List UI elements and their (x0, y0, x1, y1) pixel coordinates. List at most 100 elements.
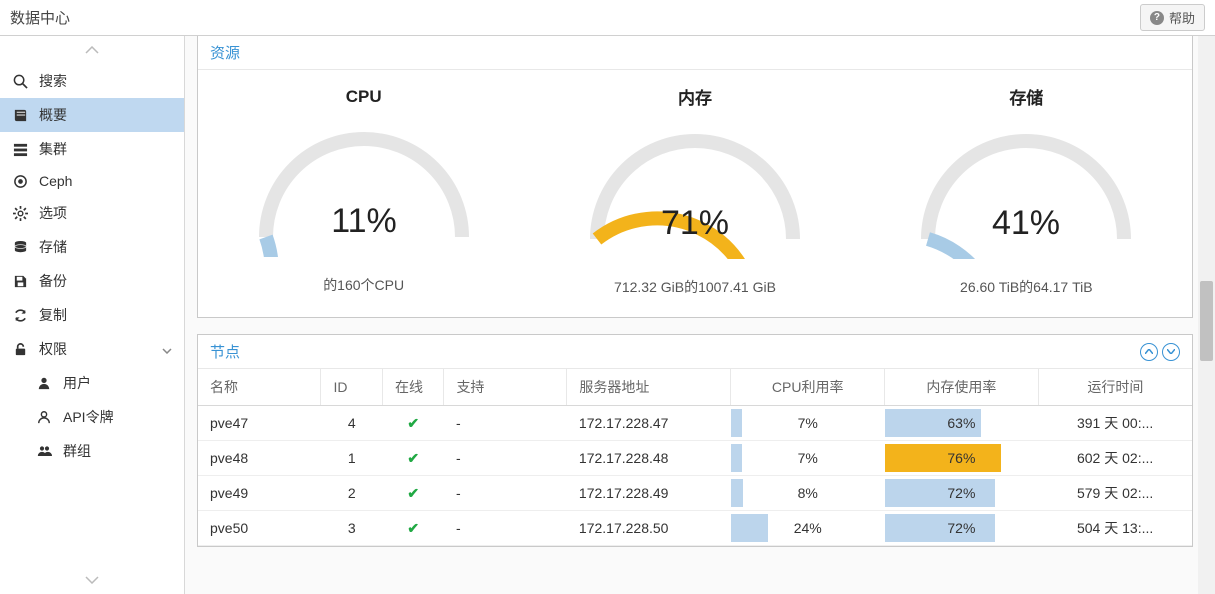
table-header[interactable]: 内存使用率 (885, 369, 1039, 406)
sidebar-item-label: Ceph (39, 173, 72, 189)
cpu-usage: 24% (731, 511, 885, 546)
table-header[interactable]: ID (321, 369, 382, 406)
node-name: pve49 (198, 476, 321, 511)
panel-collapse-down-icon[interactable] (1162, 343, 1180, 361)
node-id: 3 (321, 511, 382, 546)
page-title: 数据中心 (10, 7, 70, 28)
refresh-icon (12, 308, 28, 323)
sidebar-item-ceph[interactable]: Ceph (0, 166, 184, 196)
mem-usage: 72% (885, 511, 1039, 546)
node-id: 1 (321, 441, 382, 476)
node-uptime: 602 天 02:... (1038, 441, 1192, 476)
sidebar-item-db[interactable]: 存储 (0, 230, 184, 264)
sidebar-collapse-down[interactable] (0, 566, 184, 594)
svg-text:41%: 41% (992, 204, 1060, 242)
node-name: pve50 (198, 511, 321, 546)
node-support: - (444, 441, 567, 476)
gauge-subtitle: 26.60 TiB的64.17 TiB (906, 277, 1146, 297)
check-icon: ✔ (407, 520, 419, 536)
nodes-panel-title: 节点 (210, 341, 240, 362)
table-row[interactable]: pve474✔-172.17.228.477%63%391 天 00:... (198, 406, 1192, 441)
help-label: 帮助 (1169, 8, 1195, 27)
table-header[interactable]: 运行时间 (1038, 369, 1192, 406)
ceph-icon (12, 174, 28, 189)
scrollbar-thumb[interactable] (1200, 281, 1213, 361)
help-button[interactable]: ? 帮助 (1140, 4, 1205, 31)
sidebar-item-grid[interactable]: 集群 (0, 132, 184, 166)
node-online: ✔ (382, 406, 443, 441)
node-addr: 172.17.228.48 (567, 441, 731, 476)
table-header[interactable]: 服务器地址 (567, 369, 731, 406)
user-icon (36, 376, 52, 390)
gear-icon (12, 206, 28, 221)
sidebar-item-label: 概要 (39, 105, 67, 125)
resources-panel: 资源 CPU11%的160个CPU内存71%712.32 GiB的1007.41… (197, 36, 1193, 318)
node-id: 4 (321, 406, 382, 441)
table-row[interactable]: pve481 ✔ -172.17.228.487%76%602 天 02:... (198, 441, 1192, 476)
node-name: pve48 (198, 441, 321, 476)
cpu-usage: 7% (731, 441, 885, 476)
table-header[interactable]: 名称 (198, 369, 321, 406)
table-header[interactable]: 支持 (444, 369, 567, 406)
gauge-title: 存储 (906, 84, 1146, 109)
sidebar-item-refresh[interactable]: 复制 (0, 298, 184, 332)
table-row[interactable]: pve503✔-172.17.228.5024%72%504 天 13:... (198, 511, 1192, 546)
chevron-down-icon (162, 341, 172, 357)
table-header[interactable]: CPU利用率 (731, 369, 885, 406)
sidebar-item-label: 群组 (63, 441, 91, 461)
sidebar-item-label: 存储 (39, 237, 67, 257)
save-icon (12, 274, 28, 289)
users-icon (36, 444, 52, 458)
lock-icon (12, 342, 28, 357)
node-addr: 172.17.228.47 (567, 406, 731, 441)
sidebar-item-search[interactable]: 搜索 (0, 64, 184, 98)
sidebar-item-label: API令牌 (63, 407, 114, 427)
table-header[interactable]: 在线 (382, 369, 443, 406)
gauge: 存储 41% 26.60 TiB的64.17 TiB (906, 84, 1146, 297)
sidebar-subitem-users[interactable]: 群组 (0, 434, 184, 468)
gauge-title: 内存 (575, 84, 815, 109)
sidebar-item-gear[interactable]: 选项 (0, 196, 184, 230)
sidebar-subitem-api[interactable]: API令牌 (0, 400, 184, 434)
sidebar-item-label: 权限 (39, 339, 67, 359)
sidebar-subitem-user[interactable]: 用户 (0, 366, 184, 400)
mem-usage: 76% (885, 441, 1039, 476)
api-icon (36, 410, 52, 424)
gauge: 内存 71% 712.32 GiB的1007.41 GiB (575, 84, 815, 297)
node-uptime: 504 天 13:... (1038, 511, 1192, 546)
grid-icon (12, 142, 28, 157)
node-online: ✔ (382, 441, 443, 476)
sidebar-item-label: 备份 (39, 271, 67, 291)
scrollbar[interactable] (1198, 36, 1215, 594)
check-icon: ✔ (407, 485, 419, 501)
node-support: - (444, 511, 567, 546)
db-icon (12, 240, 28, 255)
sidebar-item-label: 用户 (63, 373, 91, 393)
panel-collapse-up-icon[interactable] (1140, 343, 1158, 361)
sidebar-item-label: 搜索 (39, 71, 67, 91)
gauge-subtitle: 712.32 GiB的1007.41 GiB (575, 277, 815, 297)
sidebar: 搜索概要集群 Ceph 选项存储备份复制权限 用户 API令牌群组 (0, 36, 185, 594)
node-online: ✔ (382, 511, 443, 546)
sidebar-item-label: 集群 (39, 139, 67, 159)
node-addr: 172.17.228.49 (567, 476, 731, 511)
node-id: 2 (321, 476, 382, 511)
help-icon: ? (1150, 11, 1164, 25)
sidebar-item-save[interactable]: 备份 (0, 264, 184, 298)
svg-text:11%: 11% (331, 202, 397, 240)
sidebar-item-label: 选项 (39, 203, 67, 223)
node-name: pve47 (198, 406, 321, 441)
node-uptime: 579 天 02:... (1038, 476, 1192, 511)
node-support: - (444, 476, 567, 511)
table-row[interactable]: pve492✔-172.17.228.498%72%579 天 02:... (198, 476, 1192, 511)
mem-usage: 63% (885, 406, 1039, 441)
sidebar-item-book[interactable]: 概要 (0, 98, 184, 132)
search-icon (12, 74, 28, 89)
gauge-subtitle: 的160个CPU (244, 275, 484, 295)
sidebar-item-label: 复制 (39, 305, 67, 325)
check-icon: ✔ (407, 415, 419, 431)
sidebar-collapse-up[interactable] (0, 36, 184, 64)
svg-text:71%: 71% (661, 204, 729, 242)
sidebar-item-lock[interactable]: 权限 (0, 332, 184, 366)
check-icon: ✔ (407, 450, 419, 466)
